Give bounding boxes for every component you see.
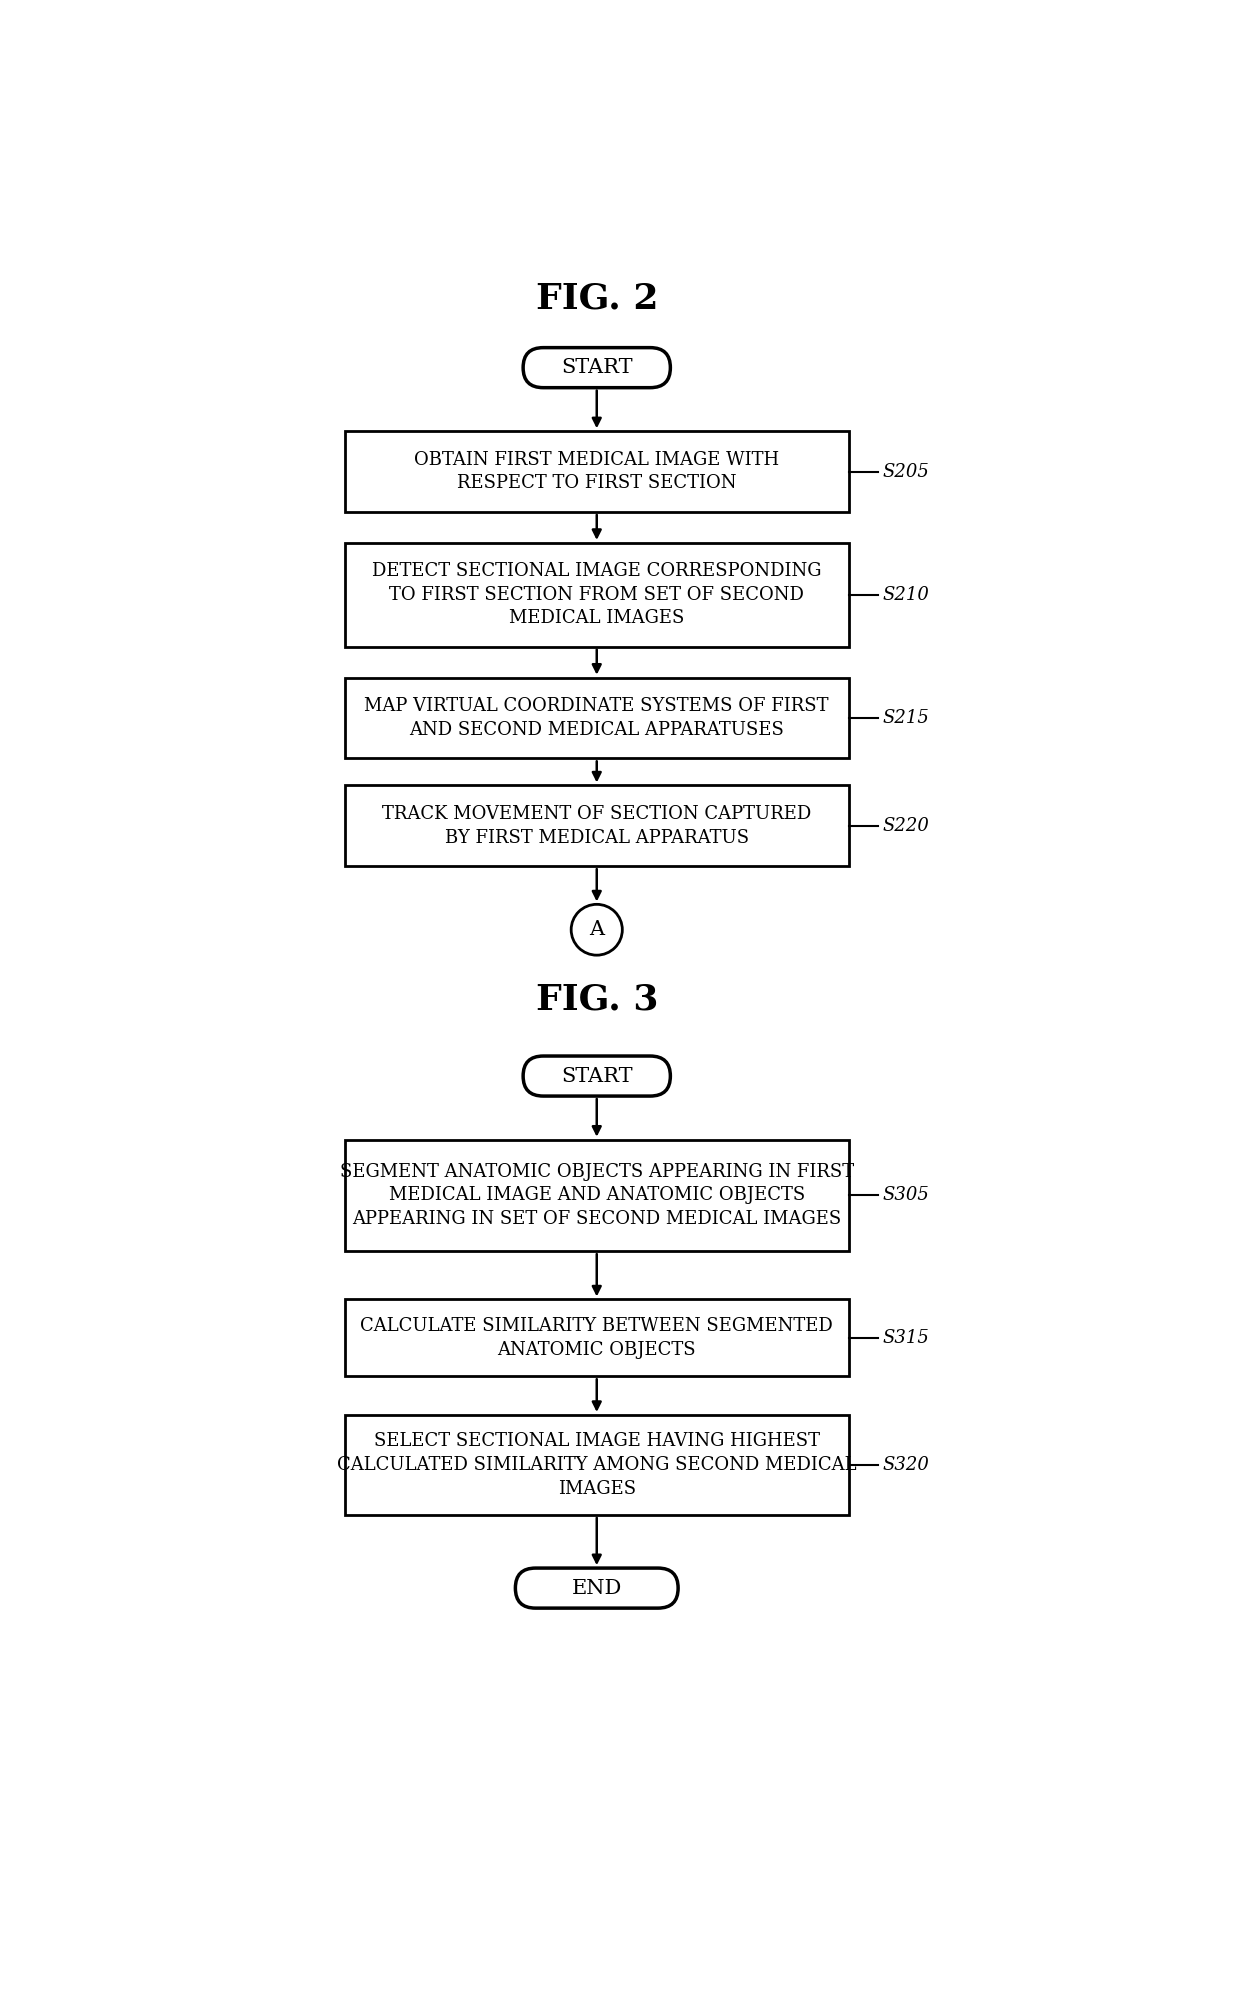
Text: FIG. 3: FIG. 3: [536, 982, 658, 1017]
Bar: [345, 786, 848, 866]
Text: S320: S320: [883, 1456, 930, 1474]
FancyBboxPatch shape: [523, 1057, 671, 1097]
Text: S215: S215: [883, 710, 930, 728]
Text: OBTAIN FIRST MEDICAL IMAGE WITH
RESPECT TO FIRST SECTION: OBTAIN FIRST MEDICAL IMAGE WITH RESPECT …: [414, 451, 779, 493]
Text: TRACK MOVEMENT OF SECTION CAPTURED
BY FIRST MEDICAL APPARATUS: TRACK MOVEMENT OF SECTION CAPTURED BY FI…: [382, 804, 811, 846]
Text: FIG. 2: FIG. 2: [536, 281, 658, 315]
Bar: [345, 1299, 848, 1375]
Text: S220: S220: [883, 816, 930, 834]
Text: END: END: [572, 1578, 622, 1598]
FancyBboxPatch shape: [523, 347, 671, 387]
Text: S205: S205: [883, 463, 930, 481]
Text: S315: S315: [883, 1329, 930, 1347]
Text: MAP VIRTUAL COORDINATE SYSTEMS OF FIRST
AND SECOND MEDICAL APPARATUSES: MAP VIRTUAL COORDINATE SYSTEMS OF FIRST …: [365, 698, 830, 738]
Text: S305: S305: [883, 1187, 930, 1205]
Text: CALCULATE SIMILARITY BETWEEN SEGMENTED
ANATOMIC OBJECTS: CALCULATE SIMILARITY BETWEEN SEGMENTED A…: [361, 1317, 833, 1359]
Text: SEGMENT ANATOMIC OBJECTS APPEARING IN FIRST
MEDICAL IMAGE AND ANATOMIC OBJECTS
A: SEGMENT ANATOMIC OBJECTS APPEARING IN FI…: [340, 1163, 854, 1227]
Bar: [345, 678, 848, 758]
FancyBboxPatch shape: [516, 1568, 678, 1608]
Circle shape: [572, 904, 622, 954]
Bar: [345, 1139, 848, 1251]
Text: DETECT SECTIONAL IMAGE CORRESPONDING
TO FIRST SECTION FROM SET OF SECOND
MEDICAL: DETECT SECTIONAL IMAGE CORRESPONDING TO …: [372, 561, 821, 628]
Text: START: START: [560, 359, 632, 377]
Text: SELECT SECTIONAL IMAGE HAVING HIGHEST
CALCULATED SIMILARITY AMONG SECOND MEDICAL: SELECT SECTIONAL IMAGE HAVING HIGHEST CA…: [337, 1432, 857, 1498]
Bar: [345, 543, 848, 648]
Bar: [345, 1416, 848, 1516]
Text: START: START: [560, 1067, 632, 1085]
Text: A: A: [589, 920, 604, 938]
Bar: [345, 431, 848, 511]
Text: S210: S210: [883, 585, 930, 604]
